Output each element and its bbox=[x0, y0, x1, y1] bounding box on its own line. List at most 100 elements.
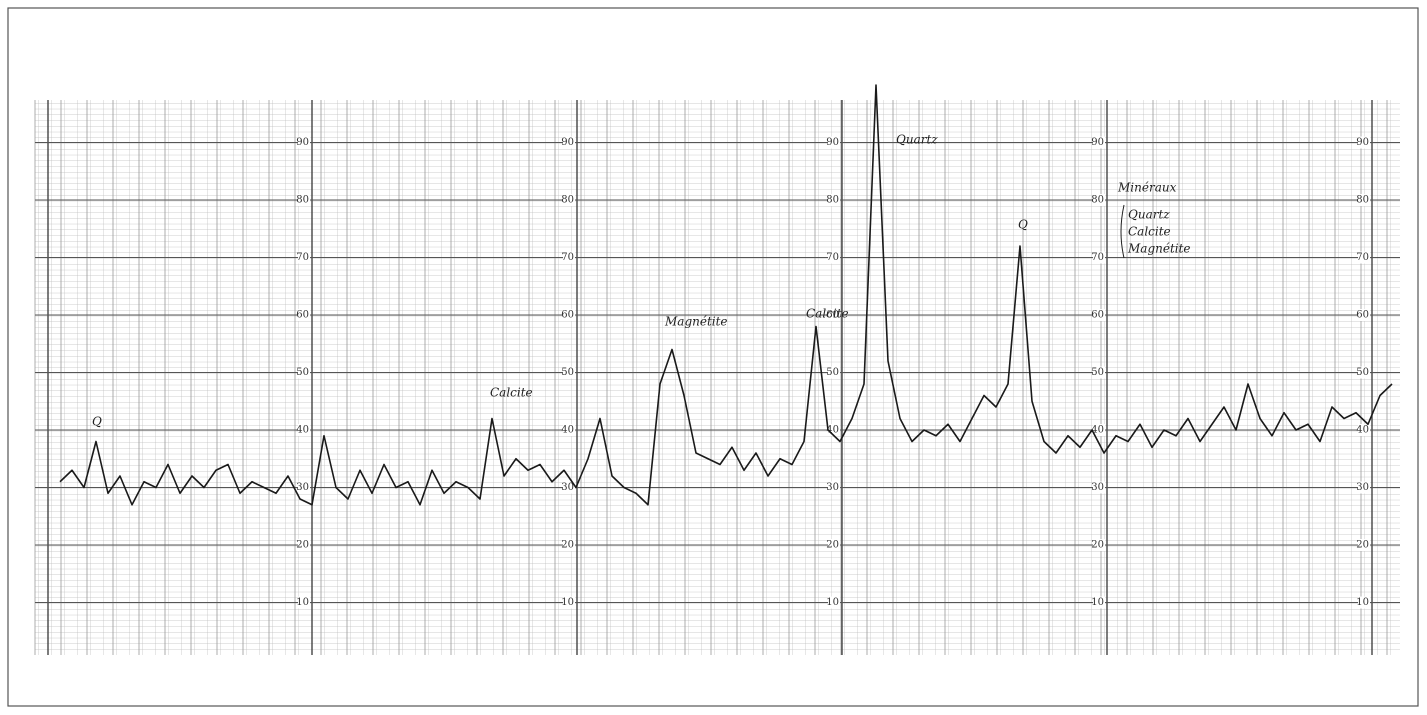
y-tick-label: 10 bbox=[826, 597, 839, 608]
y-tick-label: 80 bbox=[826, 195, 839, 206]
label-bg bbox=[563, 251, 575, 264]
y-tick-label: 30 bbox=[1091, 482, 1104, 493]
y-tick-label: 90 bbox=[561, 137, 574, 148]
annotation: Calcite bbox=[806, 307, 849, 321]
label-bg bbox=[1093, 424, 1105, 436]
label-bg bbox=[298, 251, 310, 264]
label-bg bbox=[1358, 424, 1370, 436]
y-tick-label: 80 bbox=[561, 195, 574, 206]
label-bg bbox=[1093, 366, 1105, 379]
annotation: Q bbox=[92, 415, 102, 429]
label-bg bbox=[298, 539, 310, 551]
y-tick-label: 70 bbox=[1356, 252, 1369, 263]
label-bg bbox=[828, 366, 840, 379]
label-bg bbox=[1093, 596, 1105, 609]
page-border bbox=[7, 7, 1419, 707]
y-tick-label: 80 bbox=[1356, 195, 1369, 206]
y-tick-label: 50 bbox=[1356, 367, 1369, 378]
annotation: Magnétite bbox=[664, 315, 728, 329]
y-tick-label: 10 bbox=[1356, 597, 1369, 608]
label-bg bbox=[298, 194, 310, 206]
trace bbox=[59, 84, 1393, 506]
label-bg bbox=[563, 309, 575, 321]
y-tick-label: 60 bbox=[826, 310, 839, 321]
y-tick-label: 60 bbox=[1091, 310, 1104, 321]
label-bg bbox=[563, 424, 575, 436]
label-bg bbox=[1358, 596, 1370, 609]
label-bg bbox=[1093, 136, 1105, 149]
label-bg bbox=[1358, 194, 1370, 206]
y-tick-label: 20 bbox=[296, 540, 309, 551]
label-bg bbox=[563, 596, 575, 609]
y-tick-label: 70 bbox=[1091, 252, 1104, 263]
label-bg bbox=[1358, 136, 1370, 149]
y-tick-label: 20 bbox=[826, 540, 839, 551]
label-bg bbox=[563, 481, 575, 494]
label-bg bbox=[1358, 366, 1370, 379]
label-bg bbox=[298, 424, 310, 436]
annotation: Calcite bbox=[1128, 225, 1171, 239]
label-bg bbox=[298, 136, 310, 149]
y-tick-label: 40 bbox=[1091, 425, 1104, 436]
y-tick-label: 40 bbox=[296, 425, 309, 436]
y-tick-label: 80 bbox=[1091, 195, 1104, 206]
y-tick-label: 90 bbox=[826, 137, 839, 148]
y-tick-label: 30 bbox=[296, 482, 309, 493]
y-tick-label: 40 bbox=[1356, 425, 1369, 436]
y-tick-label: 10 bbox=[296, 597, 309, 608]
y-tick-label: 60 bbox=[296, 310, 309, 321]
y-tick-label: 10 bbox=[1091, 597, 1104, 608]
label-bg bbox=[563, 194, 575, 206]
y-tick-label: 60 bbox=[1356, 310, 1369, 321]
label-bg bbox=[1093, 194, 1105, 206]
label-bg bbox=[828, 194, 840, 206]
annotation: Minéraux bbox=[1117, 181, 1177, 195]
y-tick-label: 40 bbox=[826, 425, 839, 436]
annotation: Q bbox=[1018, 218, 1028, 232]
label-bg bbox=[1358, 251, 1370, 264]
y-tick-label: 60 bbox=[561, 310, 574, 321]
y-tick-label: 50 bbox=[826, 367, 839, 378]
label-bg bbox=[298, 481, 310, 494]
label-bg bbox=[563, 136, 575, 149]
label-bg bbox=[828, 481, 840, 494]
y-tick-label: 30 bbox=[561, 482, 574, 493]
y-tick-label: 90 bbox=[1356, 137, 1369, 148]
label-bg bbox=[298, 366, 310, 379]
y-tick-label: 50 bbox=[1091, 367, 1104, 378]
label-bg bbox=[1358, 539, 1370, 551]
y-tick-label: 10 bbox=[561, 597, 574, 608]
annotation: Magnétite bbox=[1127, 242, 1191, 256]
y-tick-label: 80 bbox=[296, 195, 309, 206]
label-bg bbox=[1093, 539, 1105, 551]
label-bg bbox=[563, 366, 575, 379]
label-bg bbox=[828, 251, 840, 264]
label-bg bbox=[1093, 251, 1105, 264]
y-tick-label: 90 bbox=[1091, 137, 1104, 148]
y-tick-label: 30 bbox=[1356, 482, 1369, 493]
annotation: Calcite bbox=[490, 386, 533, 400]
label-bg bbox=[1358, 309, 1370, 321]
graph-paper bbox=[35, 100, 1400, 655]
y-tick-label: 70 bbox=[826, 252, 839, 263]
label-bg bbox=[298, 596, 310, 609]
y-tick-label: 90 bbox=[296, 137, 309, 148]
label-bg bbox=[828, 309, 840, 321]
annotation: Quartz bbox=[896, 133, 938, 147]
label-bg bbox=[298, 309, 310, 321]
label-bg bbox=[1093, 309, 1105, 321]
y-tick-label: 20 bbox=[1356, 540, 1369, 551]
label-bg bbox=[828, 596, 840, 609]
y-tick-label: 30 bbox=[826, 482, 839, 493]
label-bg bbox=[563, 539, 575, 551]
y-tick-label: 20 bbox=[1091, 540, 1104, 551]
grid: 10 10 10 10 10 20 20 20 20 20 30 30 30 30 30 40 40 40 40 40… bbox=[34, 100, 1400, 655]
brace bbox=[1120, 204, 1125, 259]
label-bg bbox=[1358, 481, 1370, 494]
label-bg bbox=[828, 539, 840, 551]
label-bg bbox=[828, 136, 840, 149]
y-tick-label: 50 bbox=[561, 367, 574, 378]
y-tick-label: 50 bbox=[296, 367, 309, 378]
y-tick-label: 70 bbox=[296, 252, 309, 263]
